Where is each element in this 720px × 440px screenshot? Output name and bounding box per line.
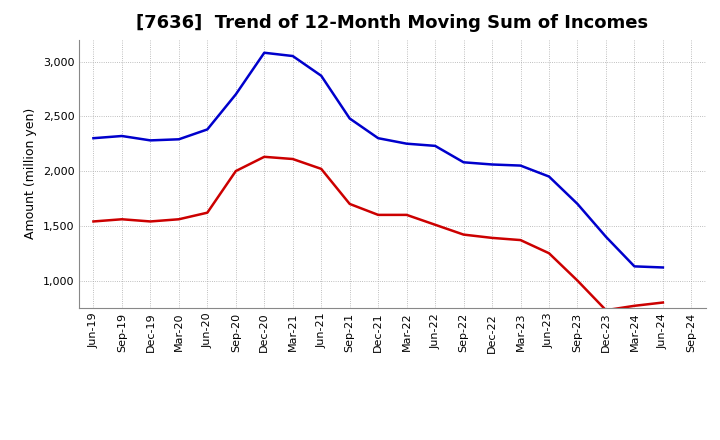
Net Income — [203, 210, 212, 215]
Net Income — [431, 222, 439, 227]
Net Income — [374, 212, 382, 217]
Ordinary Income — [516, 163, 525, 168]
Ordinary Income — [89, 136, 98, 141]
Net Income — [317, 166, 325, 172]
Line: Ordinary Income: Ordinary Income — [94, 53, 663, 268]
Ordinary Income — [602, 234, 611, 239]
Net Income — [573, 278, 582, 283]
Net Income — [487, 235, 496, 241]
Net Income — [146, 219, 155, 224]
Ordinary Income — [203, 127, 212, 132]
Net Income — [289, 156, 297, 161]
Net Income — [89, 219, 98, 224]
Ordinary Income — [232, 92, 240, 97]
Ordinary Income — [402, 141, 411, 147]
Ordinary Income — [260, 50, 269, 55]
Net Income — [516, 238, 525, 243]
Ordinary Income — [174, 137, 183, 142]
Ordinary Income — [374, 136, 382, 141]
Ordinary Income — [289, 53, 297, 59]
Net Income — [117, 216, 126, 222]
Ordinary Income — [630, 264, 639, 269]
Net Income — [630, 303, 639, 308]
Ordinary Income — [659, 265, 667, 270]
Net Income — [459, 232, 468, 237]
Title: [7636]  Trend of 12-Month Moving Sum of Incomes: [7636] Trend of 12-Month Moving Sum of I… — [136, 15, 649, 33]
Ordinary Income — [487, 162, 496, 167]
Ordinary Income — [573, 201, 582, 206]
Ordinary Income — [117, 133, 126, 139]
Net Income — [402, 212, 411, 217]
Line: Net Income: Net Income — [94, 157, 663, 310]
Net Income — [174, 216, 183, 222]
Net Income — [602, 308, 611, 313]
Ordinary Income — [146, 138, 155, 143]
Net Income — [232, 169, 240, 174]
Ordinary Income — [545, 174, 554, 179]
Ordinary Income — [431, 143, 439, 149]
Ordinary Income — [459, 160, 468, 165]
Net Income — [659, 300, 667, 305]
Net Income — [545, 251, 554, 256]
Ordinary Income — [346, 116, 354, 121]
Y-axis label: Amount (million yen): Amount (million yen) — [24, 108, 37, 239]
Ordinary Income — [317, 73, 325, 78]
Net Income — [260, 154, 269, 159]
Net Income — [346, 201, 354, 206]
